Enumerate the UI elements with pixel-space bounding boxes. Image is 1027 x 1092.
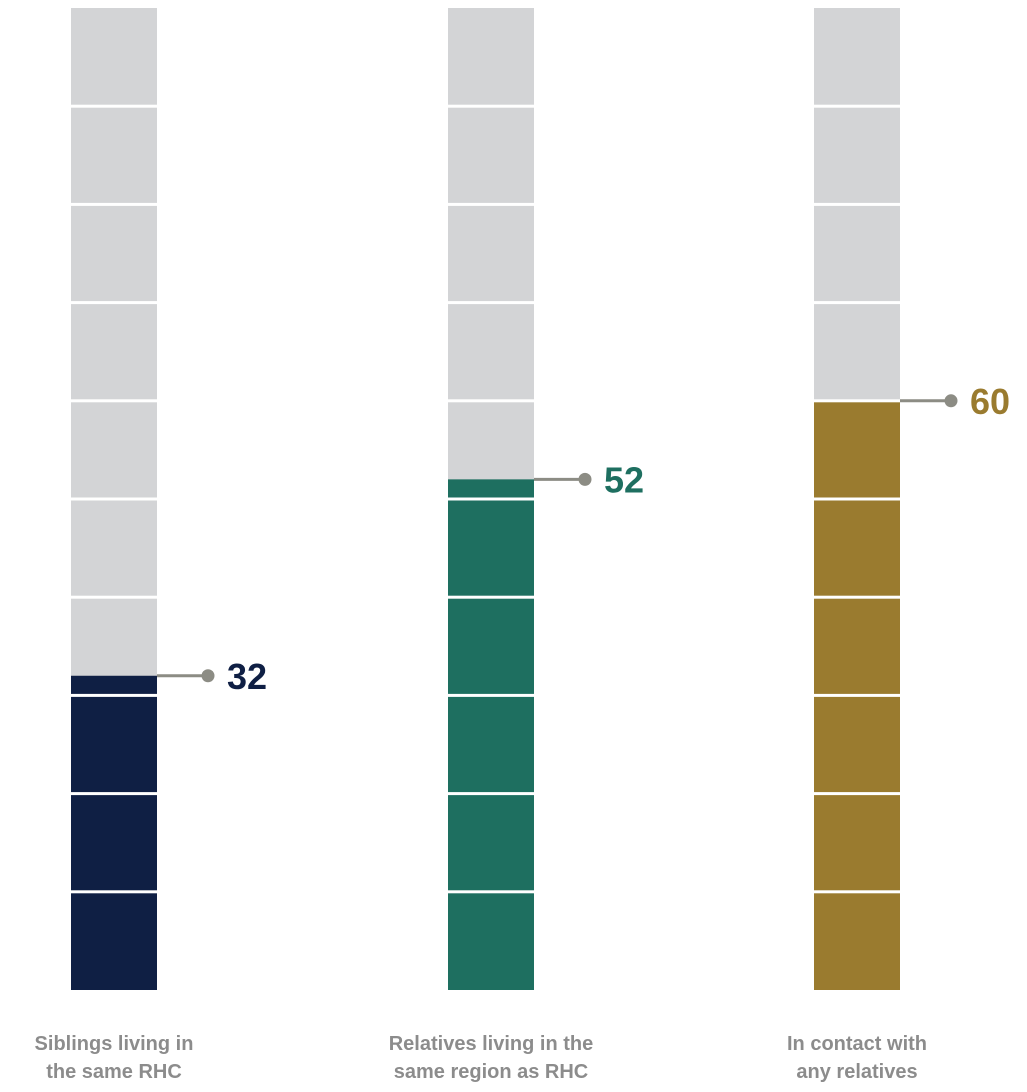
leader-dot <box>578 472 592 486</box>
segment-separator <box>448 104 534 108</box>
segment-separator <box>814 497 900 501</box>
segment-separator <box>448 497 534 501</box>
segment-separator <box>448 792 534 796</box>
bar-group-3: 60 In contact with any relatives <box>787 8 1010 1083</box>
segment-separator <box>71 693 157 697</box>
bar-group-1: 32 Siblings living in the same RHC <box>35 8 267 1083</box>
segment-separator <box>814 301 900 305</box>
segment-separator <box>71 202 157 206</box>
category-label: any relatives <box>796 1061 917 1083</box>
category-label: Relatives living in the <box>389 1033 594 1055</box>
value-label: 60 <box>970 381 1010 422</box>
segment-separator <box>71 399 157 403</box>
segment-separator <box>814 890 900 894</box>
segment-separator <box>71 104 157 108</box>
bar-fill <box>71 675 157 990</box>
segment-separator <box>448 890 534 894</box>
segment-separator <box>71 595 157 599</box>
bar-fill <box>448 479 534 990</box>
category-label: Siblings living in <box>35 1033 194 1055</box>
segment-separator <box>814 399 900 403</box>
category-label: the same RHC <box>46 1061 182 1083</box>
leader-dot <box>201 669 215 683</box>
segment-separator <box>71 301 157 305</box>
segment-separator <box>448 301 534 305</box>
segment-separator <box>814 693 900 697</box>
segment-separator <box>814 202 900 206</box>
segment-separator <box>71 792 157 796</box>
segment-separator <box>814 104 900 108</box>
category-label: In contact with <box>787 1033 927 1055</box>
value-label: 32 <box>227 656 267 697</box>
segment-separator <box>71 497 157 501</box>
category-label: same region as RHC <box>394 1061 589 1083</box>
segment-separator <box>814 595 900 599</box>
segment-separator <box>448 595 534 599</box>
segment-separator <box>448 693 534 697</box>
segment-separator <box>71 890 157 894</box>
segment-separator <box>448 399 534 403</box>
segment-separator <box>814 792 900 796</box>
value-label: 52 <box>604 459 644 500</box>
segment-separator <box>448 202 534 206</box>
bar-group-2: 52 Relatives living in the same region as … <box>389 8 644 1083</box>
leader-dot <box>944 394 958 408</box>
